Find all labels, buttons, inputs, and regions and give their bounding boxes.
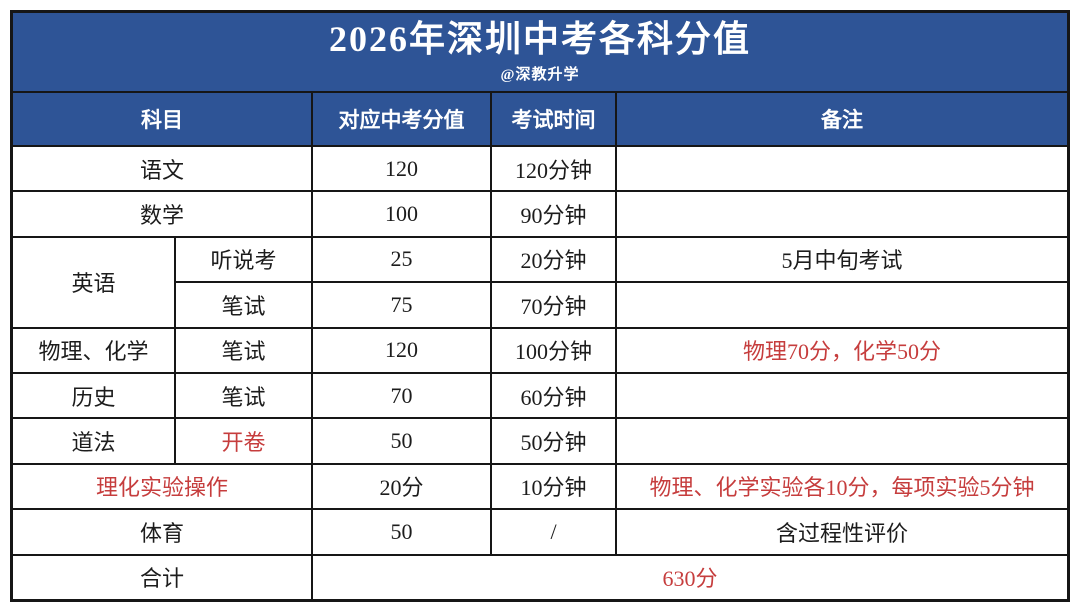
cell-lab-subject: 理化实验操作 bbox=[13, 462, 311, 508]
cell-lab-remark: 物理、化学实验各10分，每项实验5分钟 bbox=[615, 462, 1067, 509]
cell-chinese-duration: 120分钟 bbox=[490, 145, 615, 191]
cell-pe-remark: 含过程性评价 bbox=[615, 508, 1067, 554]
cell-english-listening-duration: 20分钟 bbox=[490, 235, 615, 282]
cell-english-listening-score: 25 bbox=[311, 235, 490, 282]
cell-english-listening-type: 听说考 bbox=[174, 235, 311, 282]
cell-physics-chemistry-duration: 100分钟 bbox=[490, 326, 615, 372]
cell-math-duration: 90分钟 bbox=[490, 190, 615, 236]
cell-physics-chemistry-score: 120 bbox=[311, 326, 490, 372]
cell-ethics-remark bbox=[615, 417, 1067, 463]
cell-ethics-type: 开卷 bbox=[174, 417, 311, 463]
cell-chinese-score: 120 bbox=[311, 145, 490, 191]
cell-math-remark bbox=[615, 190, 1067, 236]
cell-english-subject: 英语 bbox=[13, 235, 174, 327]
page-title: 2026年深圳中考各科分值 bbox=[328, 18, 751, 59]
cell-math-score: 100 bbox=[311, 190, 490, 236]
cell-ethics-score: 50 bbox=[311, 417, 490, 463]
cell-total-score: 630分 bbox=[311, 553, 1067, 599]
cell-history-score: 70 bbox=[311, 372, 490, 418]
cell-total-label: 合计 bbox=[13, 553, 311, 599]
cell-pe-duration: / bbox=[490, 508, 615, 554]
cell-history-subject: 历史 bbox=[13, 372, 174, 417]
cell-english-written-score: 75 bbox=[311, 281, 490, 327]
cell-english-written-remark bbox=[615, 281, 1067, 327]
cell-chinese-remark bbox=[615, 145, 1067, 191]
watermark-handle: @深教升学 bbox=[500, 67, 580, 84]
score-table: 2026年深圳中考各科分值 @深教升学 科目 对应中考分值 考试时间 备注 语文… bbox=[10, 10, 1070, 602]
cell-physics-chemistry-subject: 物理、化学 bbox=[13, 326, 174, 372]
cell-english-listening-remark: 5月中旬考试 bbox=[615, 235, 1067, 282]
cell-english-written-duration: 70分钟 bbox=[490, 281, 615, 327]
cell-pe-score: 50 bbox=[311, 508, 490, 554]
cell-math-subject: 数学 bbox=[13, 190, 311, 235]
title-band: 2026年深圳中考各科分值 @深教升学 bbox=[13, 13, 1067, 91]
cell-english-written-type: 笔试 bbox=[174, 281, 311, 327]
cell-lab-duration: 10分钟 bbox=[490, 462, 615, 509]
header-score: 对应中考分值 bbox=[311, 91, 490, 145]
cell-pe-subject: 体育 bbox=[13, 508, 311, 553]
cell-history-remark bbox=[615, 372, 1067, 418]
header-remark: 备注 bbox=[615, 91, 1067, 145]
cell-history-type: 笔试 bbox=[174, 372, 311, 418]
header-subject: 科目 bbox=[13, 91, 311, 145]
cell-physics-chemistry-remark: 物理70分，化学50分 bbox=[615, 326, 1067, 372]
cell-physics-chemistry-type: 笔试 bbox=[174, 326, 311, 372]
cell-chinese-subject: 语文 bbox=[13, 145, 311, 190]
header-duration: 考试时间 bbox=[490, 91, 615, 145]
cell-ethics-subject: 道法 bbox=[13, 417, 174, 462]
cell-history-duration: 60分钟 bbox=[490, 372, 615, 418]
cell-lab-score: 20分 bbox=[311, 462, 490, 509]
cell-ethics-duration: 50分钟 bbox=[490, 417, 615, 463]
